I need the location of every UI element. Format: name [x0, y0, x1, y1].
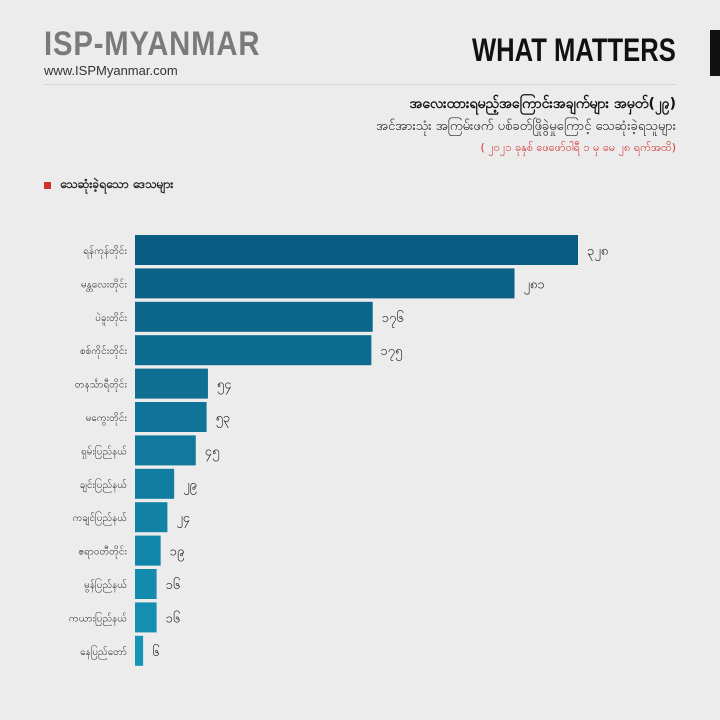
category-label: မကွေးတိုင်း — [86, 411, 128, 426]
category-label: မန္တလေးတိုင်း — [81, 277, 128, 292]
date-range-note: ( ၂၀၂၁ ခုနှစ် ဖေဖော်ဝါရီ ၁ မှ မေ ၂၈ ရက်အ… — [480, 141, 676, 154]
legend-label: သေဆုံးခဲ့ရသော ဒေသများ — [60, 177, 174, 191]
category-label: မွန်ပြည်နယ် — [84, 577, 127, 593]
brand-logo: ISP-MYANMAR — [44, 25, 261, 63]
category-label: ချင်းပြည်နယ် — [80, 477, 127, 493]
value-label: ၃၂၈ — [587, 244, 608, 261]
value-label: ၁၇၅ — [380, 344, 402, 361]
tagline: WHAT MATTERS — [472, 32, 676, 68]
value-label: ၂၉ — [183, 478, 197, 495]
category-label: တနင်္သာရီတိုင်း — [75, 378, 128, 393]
value-label: ၁၆ — [166, 610, 181, 626]
category-label: ကချင်ပြည်နယ် — [73, 510, 127, 526]
value-label: ၂၈၁ — [524, 277, 545, 294]
category-label: ရှမ်းပြည်နယ် — [81, 443, 127, 459]
category-label: စစ်ကိုင်းတိုင်း — [80, 344, 127, 359]
title-block: အလေးထားရမည့်အကြောင်းအချက်များ အမှတ်(၂၉) … — [56, 92, 676, 158]
bar — [135, 268, 515, 299]
value-label: ၅၃ — [216, 411, 231, 428]
bar — [135, 335, 372, 366]
bar — [135, 535, 161, 566]
value-label: ၁၆ — [166, 577, 181, 593]
edge-accent-bar — [710, 30, 720, 76]
bar — [135, 602, 157, 633]
bar — [135, 635, 144, 666]
value-label: ၁၉ — [170, 545, 185, 562]
value-label: ၄၅ — [205, 444, 220, 461]
category-label: ဧရာဝတီတိုင်း — [78, 545, 127, 560]
value-label: ၁၇၆ — [382, 310, 404, 328]
value-label: ၅၄ — [217, 378, 232, 395]
category-label: ပဲခူးတိုင်း — [95, 311, 127, 326]
chart-title: အလေးထားရမည့်အကြောင်းအချက်များ အမှတ်(၂၉) — [409, 96, 676, 112]
bar — [135, 402, 207, 432]
legend: သေဆုံးခဲ့ရသော ဒေသများ — [44, 176, 173, 194]
bar — [135, 502, 168, 533]
bar — [135, 301, 373, 332]
value-label: ၆ — [152, 644, 159, 660]
legend-swatch — [44, 181, 51, 189]
website-link[interactable]: www.ISPMyanmar.com — [44, 63, 178, 78]
header-divider — [44, 84, 676, 85]
category-label: နေပြည်တော် — [80, 644, 127, 660]
bar — [135, 569, 157, 599]
category-label: ကယားပြည်နယ် — [69, 610, 127, 626]
bar — [135, 468, 175, 499]
bar — [135, 435, 196, 466]
category-label: ရန်ကုန်တိုင်း — [83, 244, 127, 259]
bar — [135, 368, 208, 399]
brand-block: ISP-MYANMAR www.ISPMyanmar.com — [44, 26, 296, 78]
value-label: ၂၄ — [176, 511, 190, 528]
chart-subtitle: အင်အားသုံး အကြမ်းဖက် ပစ်ခတ်ဖြိုခွဲမှုကြေ… — [376, 119, 676, 134]
bar — [135, 235, 578, 265]
